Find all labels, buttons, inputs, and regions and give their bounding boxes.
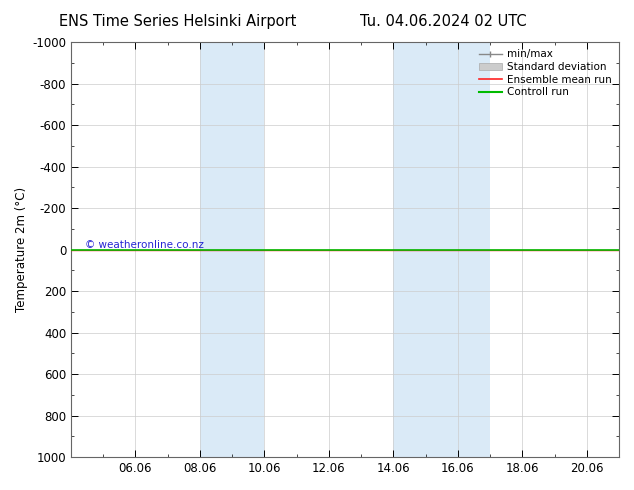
Text: © weatheronline.co.nz: © weatheronline.co.nz — [85, 241, 204, 250]
Text: ENS Time Series Helsinki Airport: ENS Time Series Helsinki Airport — [59, 14, 296, 29]
Y-axis label: Temperature 2m (°C): Temperature 2m (°C) — [15, 187, 28, 312]
Legend: min/max, Standard deviation, Ensemble mean run, Controll run: min/max, Standard deviation, Ensemble me… — [477, 47, 614, 99]
Text: Tu. 04.06.2024 02 UTC: Tu. 04.06.2024 02 UTC — [361, 14, 527, 29]
Bar — [200, 42, 264, 457]
Bar — [393, 42, 490, 457]
